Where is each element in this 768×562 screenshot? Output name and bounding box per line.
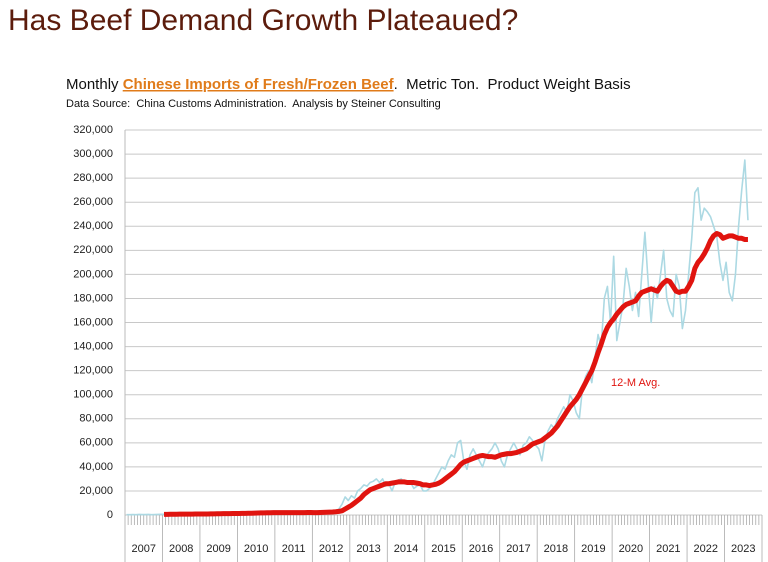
source-note: Data Source: China Customs Administratio… (66, 98, 441, 110)
x-tick-label: 2008 (169, 543, 193, 555)
x-tick-label: 2023 (731, 543, 755, 555)
x-tick-label: 2021 (656, 543, 680, 555)
y-tick-label: 40,000 (79, 461, 113, 473)
subtitle-text: Monthly (66, 76, 123, 93)
y-tick-label: 280,000 (73, 172, 113, 184)
y-tick-label: 300,000 (73, 148, 113, 160)
x-tick-label: 2009 (206, 543, 230, 555)
y-tick-label: 100,000 (73, 389, 113, 401)
x-tick-label: 2022 (694, 543, 718, 555)
x-tick-label: 2016 (469, 543, 493, 555)
y-tick-label: 260,000 (73, 196, 113, 208)
y-tick-label: 120,000 (73, 365, 113, 377)
y-tick-label: 140,000 (73, 340, 113, 352)
y-tick-label: 60,000 (79, 437, 113, 449)
x-tick-label: 2007 (131, 543, 155, 555)
y-tick-label: 220,000 (73, 244, 113, 256)
x-tick-label: 2019 (581, 543, 605, 555)
y-tick-label: 80,000 (79, 413, 113, 425)
y-tick-label: 200,000 (73, 268, 113, 280)
chart-title: Has Beef Demand Growth Plateaued? (8, 4, 518, 37)
y-tick-label: 160,000 (73, 316, 113, 328)
y-tick-label: 20,000 (79, 485, 113, 497)
y-tick-label: 180,000 (73, 292, 113, 304)
x-tick-label: 2017 (506, 543, 530, 555)
x-tick-label: 2010 (244, 543, 268, 555)
x-tick-label: 2013 (356, 543, 380, 555)
series-annotation: 12-M Avg. (611, 377, 660, 389)
x-tick-label: 2012 (319, 543, 343, 555)
x-tick-label: 2015 (431, 543, 455, 555)
subtitle-link: Chinese Imports of Fresh/Frozen Beef (123, 76, 395, 93)
x-tick-label: 2014 (394, 543, 418, 555)
monthly-line (126, 159, 749, 516)
y-tick-label: 0 (107, 509, 113, 521)
average-line (163, 230, 748, 517)
chart-subtitle: Monthly Chinese Imports of Fresh/Frozen … (66, 76, 631, 93)
x-tick-label: 2018 (544, 543, 568, 555)
subtitle-text: . Metric Ton. Product Weight Basis (394, 76, 631, 93)
y-tick-label: 240,000 (73, 220, 113, 232)
x-tick-label: 2020 (619, 543, 643, 555)
y-tick-label: 320,000 (73, 124, 113, 136)
x-tick-label: 2011 (282, 543, 306, 555)
